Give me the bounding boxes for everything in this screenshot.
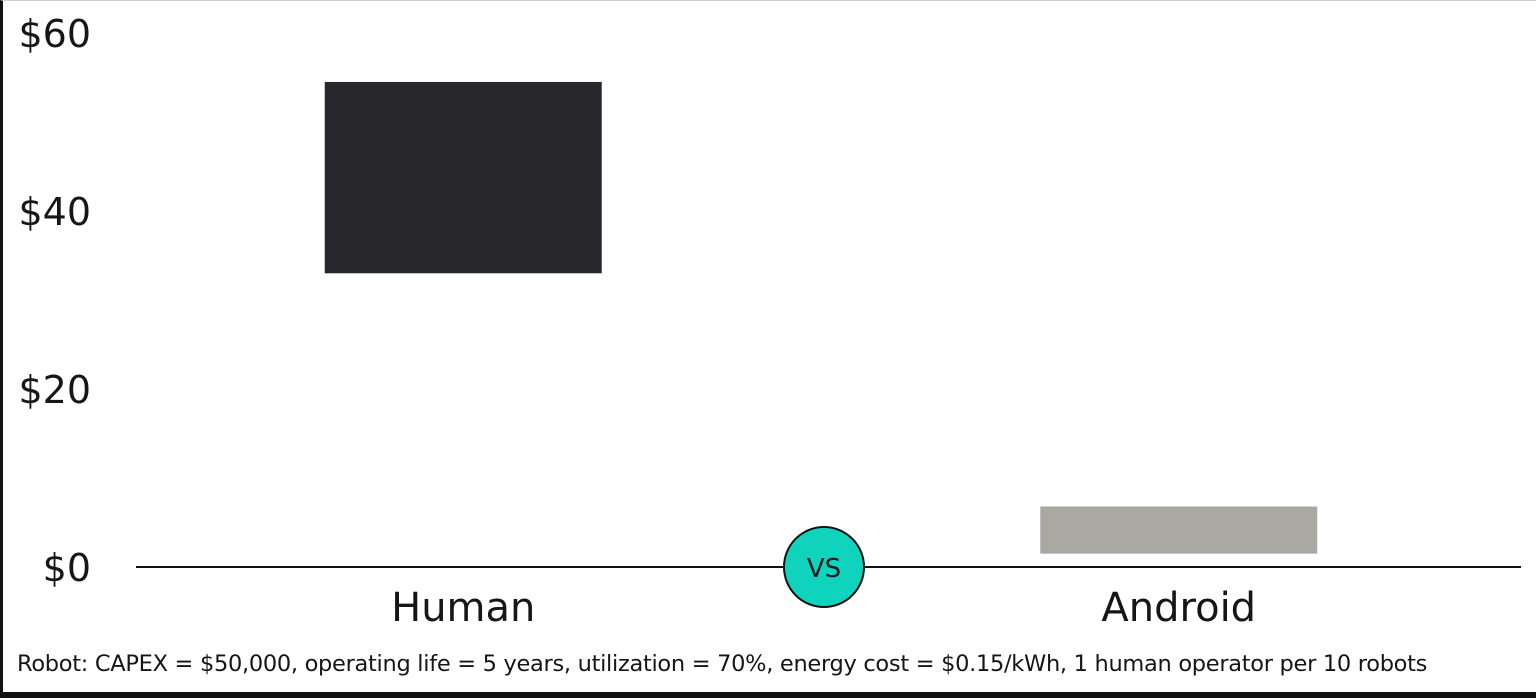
category-label-human: Human: [391, 585, 535, 631]
bars: [324, 81, 1318, 554]
category-labels: Human Android: [391, 585, 1256, 631]
vs-badge: VS: [783, 526, 865, 608]
category-label-android: Android: [1101, 585, 1256, 631]
cost-comparison-chart: $0 $20 $40 $60 Human Android VS: [18, 12, 1521, 631]
y-tick-label: $60: [18, 12, 91, 56]
y-tick-label: $0: [43, 546, 91, 590]
y-tick-label: $20: [18, 368, 91, 412]
bar-human: [324, 81, 602, 274]
y-axis-ticks: $0 $20 $40 $60: [18, 12, 91, 590]
vs-circle: [783, 526, 865, 608]
vs-label: VS: [807, 554, 841, 584]
y-tick-label: $40: [18, 190, 91, 234]
bar-android: [1040, 506, 1318, 554]
footnote: Robot: CAPEX = $50,000, operating life =…: [17, 651, 1428, 677]
